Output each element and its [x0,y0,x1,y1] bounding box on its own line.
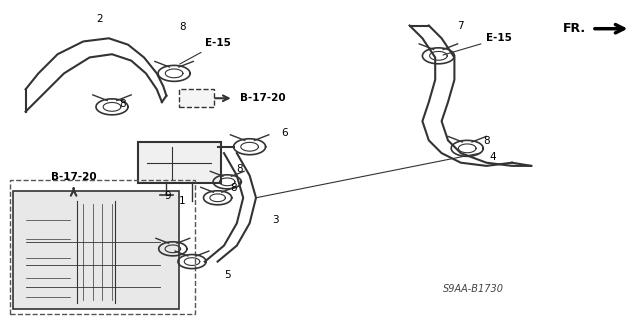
Text: 7: 7 [458,21,464,31]
FancyBboxPatch shape [138,142,221,183]
Text: S9AA-B1730: S9AA-B1730 [443,284,504,294]
Text: 3: 3 [272,215,278,225]
Text: E-15: E-15 [443,33,512,55]
Text: B-17-20: B-17-20 [240,93,285,103]
Text: 1: 1 [179,196,186,206]
FancyBboxPatch shape [13,191,179,309]
Text: 8: 8 [119,99,125,109]
Text: 8: 8 [179,22,186,32]
Text: 8: 8 [483,136,490,145]
Text: B-17-20: B-17-20 [51,172,97,182]
Text: 8: 8 [237,164,243,174]
Text: E-15: E-15 [180,38,230,64]
Text: 5: 5 [224,270,230,279]
FancyBboxPatch shape [179,89,214,107]
Text: 6: 6 [282,128,288,137]
Text: FR.: FR. [563,22,586,35]
Text: 4: 4 [490,152,496,161]
Text: 9: 9 [164,191,171,201]
Text: 8: 8 [230,183,237,193]
Text: 2: 2 [96,14,102,24]
